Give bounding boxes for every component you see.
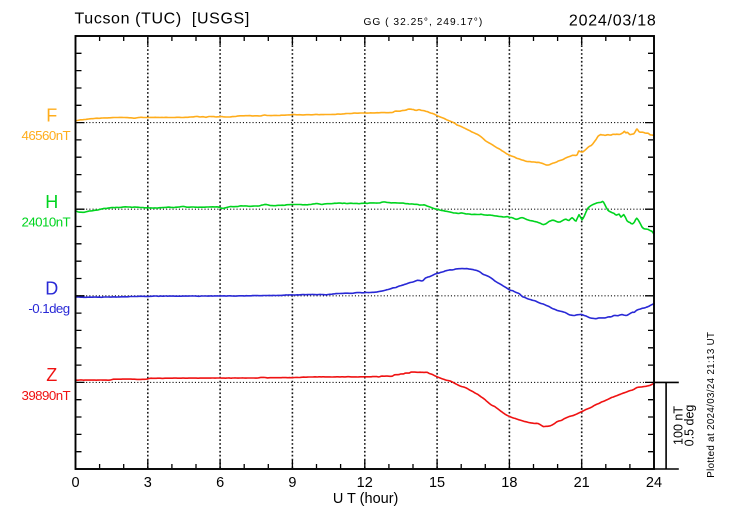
svg-text:0.5 deg: 0.5 deg — [683, 405, 697, 447]
svg-text:Plotted at 2024/03/24 21:13 UT: Plotted at 2024/03/24 21:13 UT — [706, 332, 717, 478]
svg-text:H: H — [45, 192, 58, 212]
svg-text:12: 12 — [357, 475, 373, 491]
svg-text:Tucson (TUC) [USGS]: Tucson (TUC) [USGS] — [75, 10, 250, 27]
svg-text:GG ( 32.25°, 249.17°): GG ( 32.25°, 249.17°) — [364, 17, 484, 28]
svg-text:46560nT: 46560nT — [21, 128, 70, 143]
svg-text:24010nT: 24010nT — [21, 215, 70, 230]
svg-text:18: 18 — [501, 475, 517, 491]
svg-text:-0.1deg: -0.1deg — [28, 301, 69, 316]
svg-text:24: 24 — [646, 475, 662, 491]
svg-text:2024/03/18: 2024/03/18 — [569, 13, 657, 30]
svg-text:39890nT: 39890nT — [21, 388, 70, 403]
svg-text:6: 6 — [216, 475, 224, 491]
svg-text:F: F — [46, 105, 57, 125]
svg-text:100 nT: 100 nT — [671, 406, 685, 445]
svg-text:21: 21 — [574, 475, 590, 491]
svg-text:3: 3 — [144, 475, 152, 491]
svg-text:9: 9 — [288, 475, 296, 491]
svg-text:15: 15 — [429, 475, 445, 491]
svg-text:U T (hour): U T (hour) — [333, 491, 399, 507]
svg-text:0: 0 — [71, 475, 79, 491]
svg-text:Z: Z — [46, 365, 57, 385]
svg-text:D: D — [45, 279, 58, 299]
